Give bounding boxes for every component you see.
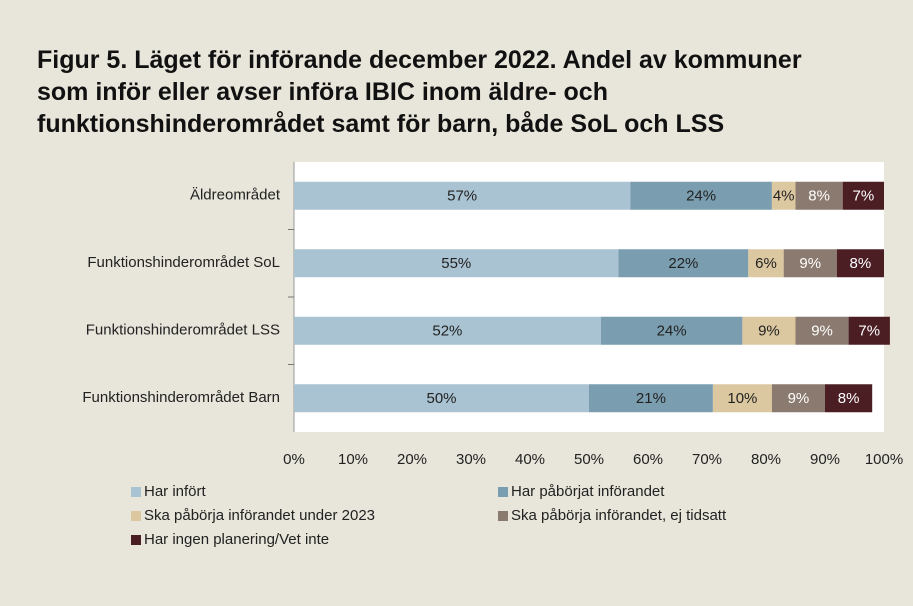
bar-segment — [294, 249, 619, 278]
bar-segment — [795, 316, 849, 345]
data-label: 10% — [727, 390, 757, 407]
data-label: 4% — [773, 188, 795, 205]
legend-swatch — [131, 511, 141, 521]
bar-segment — [771, 181, 796, 210]
data-label: 9% — [811, 323, 833, 340]
data-label: 21% — [636, 390, 666, 407]
x-tick-label: 50% — [574, 451, 604, 468]
x-tick-label: 90% — [810, 451, 840, 468]
bar-segment — [771, 384, 825, 413]
data-label: 24% — [686, 188, 716, 205]
data-label: 7% — [858, 323, 880, 340]
data-label: 24% — [657, 323, 687, 340]
legend-label: Har påbörjat införandet — [511, 483, 665, 500]
x-tick-label: 80% — [751, 451, 781, 468]
legend-swatch — [498, 511, 508, 521]
bar-segment — [825, 384, 873, 413]
bar-segment — [630, 181, 772, 210]
bar-segment — [836, 249, 884, 278]
data-label: 8% — [808, 188, 830, 205]
x-tick-label: 0% — [283, 451, 305, 468]
legend-label: Har ingen planering/Vet inte — [144, 531, 329, 548]
bar-segment — [618, 249, 749, 278]
bar-segment — [742, 316, 796, 345]
legend-label: Har infört — [144, 483, 207, 500]
legend-swatch — [131, 535, 141, 545]
data-label: 9% — [758, 323, 780, 340]
data-label: 50% — [426, 390, 456, 407]
bar-segment — [589, 384, 713, 413]
x-tick-label: 60% — [633, 451, 663, 468]
legend-label: Ska påbörja införandet under 2023 — [144, 507, 375, 524]
y-tick-label: Funktionshinderområdet SoL — [87, 254, 280, 271]
data-label: 6% — [755, 255, 777, 272]
bar-segment — [795, 181, 843, 210]
bar-segment — [783, 249, 837, 278]
legend-label: Ska påbörja införandet, ej tidsatt — [511, 507, 727, 524]
data-label: 57% — [447, 188, 477, 205]
data-label: 7% — [853, 188, 875, 205]
y-tick-label: Funktionshinderområdet LSS — [86, 322, 280, 339]
data-label: 22% — [668, 255, 698, 272]
data-label: 9% — [788, 390, 810, 407]
data-label: 55% — [441, 255, 471, 272]
bar-segment — [294, 181, 631, 210]
data-label: 8% — [850, 255, 872, 272]
legend-swatch — [131, 487, 141, 497]
bar-segment — [600, 316, 743, 345]
y-tick-label: Funktionshinderområdet Barn — [82, 389, 280, 406]
data-label: 52% — [432, 323, 462, 340]
bar-segment — [712, 384, 772, 413]
bar-segment — [748, 249, 784, 278]
x-tick-label: 30% — [456, 451, 486, 468]
x-tick-label: 100% — [865, 451, 903, 468]
y-tick-label: Äldreområdet — [190, 187, 281, 204]
bar-segment — [842, 181, 884, 210]
bar-segment — [294, 384, 589, 413]
chart-title: Figur 5. Läget för införande december 20… — [37, 46, 802, 138]
x-tick-label: 10% — [338, 451, 368, 468]
legend-swatch — [498, 487, 508, 497]
bar-segment — [848, 316, 890, 345]
data-label: 9% — [799, 255, 821, 272]
x-tick-label: 70% — [692, 451, 722, 468]
x-tick-label: 20% — [397, 451, 427, 468]
bar-segment — [294, 316, 601, 345]
x-tick-label: 40% — [515, 451, 545, 468]
data-label: 8% — [838, 390, 860, 407]
